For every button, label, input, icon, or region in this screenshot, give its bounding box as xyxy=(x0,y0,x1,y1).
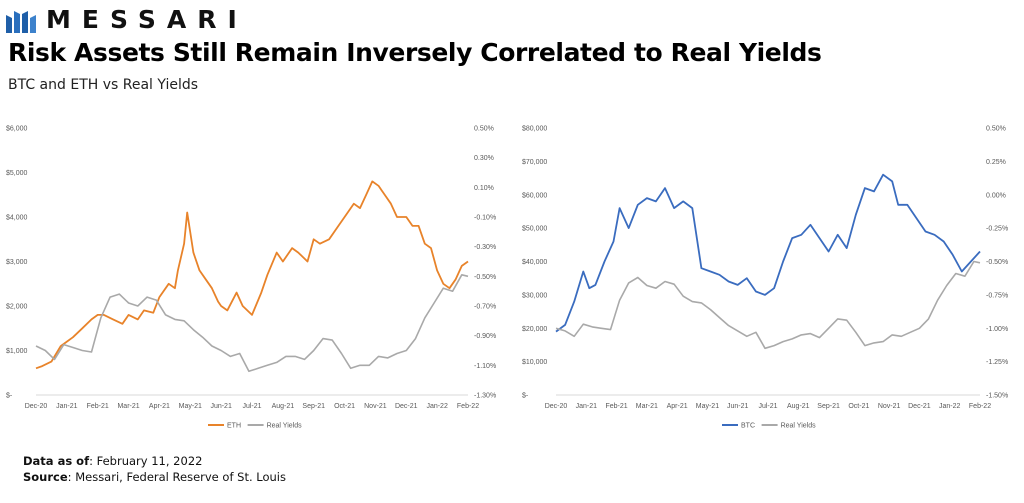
eth-chart-y-left-tick-label: $3,000 xyxy=(6,259,28,266)
eth-chart-x-tick-label: Sep-21 xyxy=(302,403,325,410)
eth-chart-legend-label: Real Yields xyxy=(267,423,303,430)
btc-chart-y-right-tick-label: 0.50% xyxy=(986,126,1006,133)
eth-chart-y-left-tick-label: $1,000 xyxy=(6,348,28,355)
btc-chart-y-right-tick-label: -1.50% xyxy=(986,393,1008,400)
btc-chart-x-tick-label: Jun-21 xyxy=(727,403,749,410)
eth-chart-y-left-tick-label: $6,000 xyxy=(6,126,28,133)
btc-chart-y-right-tick-label: -0.50% xyxy=(986,259,1008,266)
btc-chart-y-left-tick-label: $40,000 xyxy=(522,259,547,266)
eth-chart-x-tick-label: Nov-21 xyxy=(364,403,387,410)
eth-chart-y-right-tick-label: 0.30% xyxy=(474,155,494,162)
eth-chart-legend-label: ETH xyxy=(227,423,241,430)
eth-chart-series-eth-line xyxy=(35,180,469,370)
btc-chart-x-tick-label: Dec-20 xyxy=(545,403,568,410)
eth-chart-y-left-tick-label: $2,000 xyxy=(6,304,28,311)
btc-chart-legend-label: BTC xyxy=(741,423,755,430)
btc-chart-x-tick-label: Jan-21 xyxy=(576,403,598,410)
btc-chart-series-btc-line xyxy=(555,173,981,333)
eth-chart-x-tick-label: Aug-21 xyxy=(272,403,295,410)
footer-source-label: Source xyxy=(23,470,68,484)
eth-chart-y-right-tick-label: 0.50% xyxy=(474,126,494,133)
eth-chart-y-left-tick-label: $4,000 xyxy=(6,215,28,222)
btc-chart-y-left-tick-label: $- xyxy=(522,393,529,400)
eth-chart-y-left-tick-label: $5,000 xyxy=(6,170,28,177)
btc-chart-x-tick-label: Mar-21 xyxy=(636,403,658,410)
messari-m-logo-icon xyxy=(6,11,36,33)
btc-chart-x-tick-label: Feb-21 xyxy=(605,403,627,410)
eth-chart-series-real-yields-line xyxy=(35,274,469,373)
btc-chart-x-tick-label: Dec-21 xyxy=(908,403,931,410)
btc-chart-svg: $- $10,000 $20,000 $30,000 $40,000 $50,000 $60… xyxy=(522,126,1008,430)
btc-chart-y-left-tick-label: $10,000 xyxy=(522,359,547,366)
eth-chart-y-right-tick-label: -0.90% xyxy=(474,333,496,340)
footer-source: Source: Messari, Federal Reserve of St. … xyxy=(23,470,286,484)
btc-chart-x-tick-label: May-21 xyxy=(696,403,719,410)
eth-chart-x-tick-label: Jan-21 xyxy=(56,403,78,410)
btc-chart-x-tick-label: Feb-22 xyxy=(969,403,991,410)
eth-chart-y-right-tick-label: 0.10% xyxy=(474,185,494,192)
eth-chart-y-right-tick-label: -0.50% xyxy=(474,274,496,281)
brand-name: MESSARI xyxy=(46,4,248,34)
btc-chart-y-right-tick-label: -1.25% xyxy=(986,359,1008,366)
footer-date-label: Data as of xyxy=(23,454,90,468)
eth-chart: $- $1,000 $2,000 $3,000 $4,000 $5,000 $6,000 -1… xyxy=(0,112,510,434)
btc-chart-y-left-tick-label: $60,000 xyxy=(522,192,547,199)
eth-chart-x-tick-label: Jan-22 xyxy=(426,403,448,410)
eth-chart-x-tick-label: Dec-20 xyxy=(25,403,48,410)
btc-chart-y-left-tick-label: $80,000 xyxy=(522,126,547,133)
btc-chart-y-left-tick-label: $20,000 xyxy=(522,326,547,333)
btc-chart-x-tick-label: Jul-21 xyxy=(758,403,777,410)
footer-date: Data as of: February 11, 2022 xyxy=(23,454,202,468)
eth-chart-x-tick-label: Dec-21 xyxy=(395,403,418,410)
eth-chart-x-tick-label: Apr-21 xyxy=(149,403,170,410)
footer-date-value: : February 11, 2022 xyxy=(89,454,203,468)
eth-chart-x-tick-label: Oct-21 xyxy=(334,403,355,410)
btc-chart-y-left-tick-label: $50,000 xyxy=(522,226,547,233)
eth-chart-x-tick-label: Feb-21 xyxy=(87,403,109,410)
btc-chart-series-real-yields-line xyxy=(555,260,981,350)
eth-chart-y-right-tick-label: -1.10% xyxy=(474,363,496,370)
eth-chart-x-tick-label: Jun-21 xyxy=(210,403,232,410)
eth-chart-x-tick-label: Feb-22 xyxy=(457,403,479,410)
btc-chart-y-right-tick-label: 0.00% xyxy=(986,192,1006,199)
btc-chart-x-tick-label: Nov-21 xyxy=(878,403,901,410)
btc-chart-y-right-tick-label: 0.25% xyxy=(986,159,1006,166)
page-title: Risk Assets Still Remain Inversely Corre… xyxy=(8,38,822,67)
btc-chart-y-right-tick-label: -1.00% xyxy=(986,326,1008,333)
eth-chart-svg: $- $1,000 $2,000 $3,000 $4,000 $5,000 $6,000 -1… xyxy=(6,126,496,430)
btc-chart-x-tick-label: Jan-22 xyxy=(939,403,961,410)
eth-chart-x-tick-label: Jul-21 xyxy=(242,403,261,410)
btc-chart-x-tick-label: Sep-21 xyxy=(817,403,840,410)
btc-chart-legend-label: Real Yields xyxy=(781,423,817,430)
eth-chart-y-left-tick-label: $- xyxy=(6,393,13,400)
footer-source-value: : Messari, Federal Reserve of St. Louis xyxy=(67,470,286,484)
btc-chart-x-tick-label: Aug-21 xyxy=(787,403,810,410)
btc-chart-x-tick-label: Oct-21 xyxy=(848,403,869,410)
btc-chart: $- $10,000 $20,000 $30,000 $40,000 $50,000 $60… xyxy=(512,112,1024,434)
eth-chart-y-right-tick-label: -0.10% xyxy=(474,215,496,222)
btc-chart-y-left-tick-label: $30,000 xyxy=(522,292,547,299)
eth-chart-y-right-tick-label: -1.30% xyxy=(474,393,496,400)
brand: MESSARI xyxy=(6,4,248,34)
btc-chart-x-tick-label: Apr-21 xyxy=(667,403,688,410)
eth-chart-y-right-tick-label: -0.30% xyxy=(474,244,496,251)
page-subtitle: BTC and ETH vs Real Yields xyxy=(8,77,199,93)
btc-chart-y-right-tick-label: -0.75% xyxy=(986,292,1008,299)
btc-chart-y-left-tick-label: $70,000 xyxy=(522,159,547,166)
eth-chart-x-tick-label: May-21 xyxy=(179,403,202,410)
eth-chart-x-tick-label: Mar-21 xyxy=(117,403,139,410)
btc-chart-y-right-tick-label: -0.25% xyxy=(986,226,1008,233)
eth-chart-y-right-tick-label: -0.70% xyxy=(474,304,496,311)
